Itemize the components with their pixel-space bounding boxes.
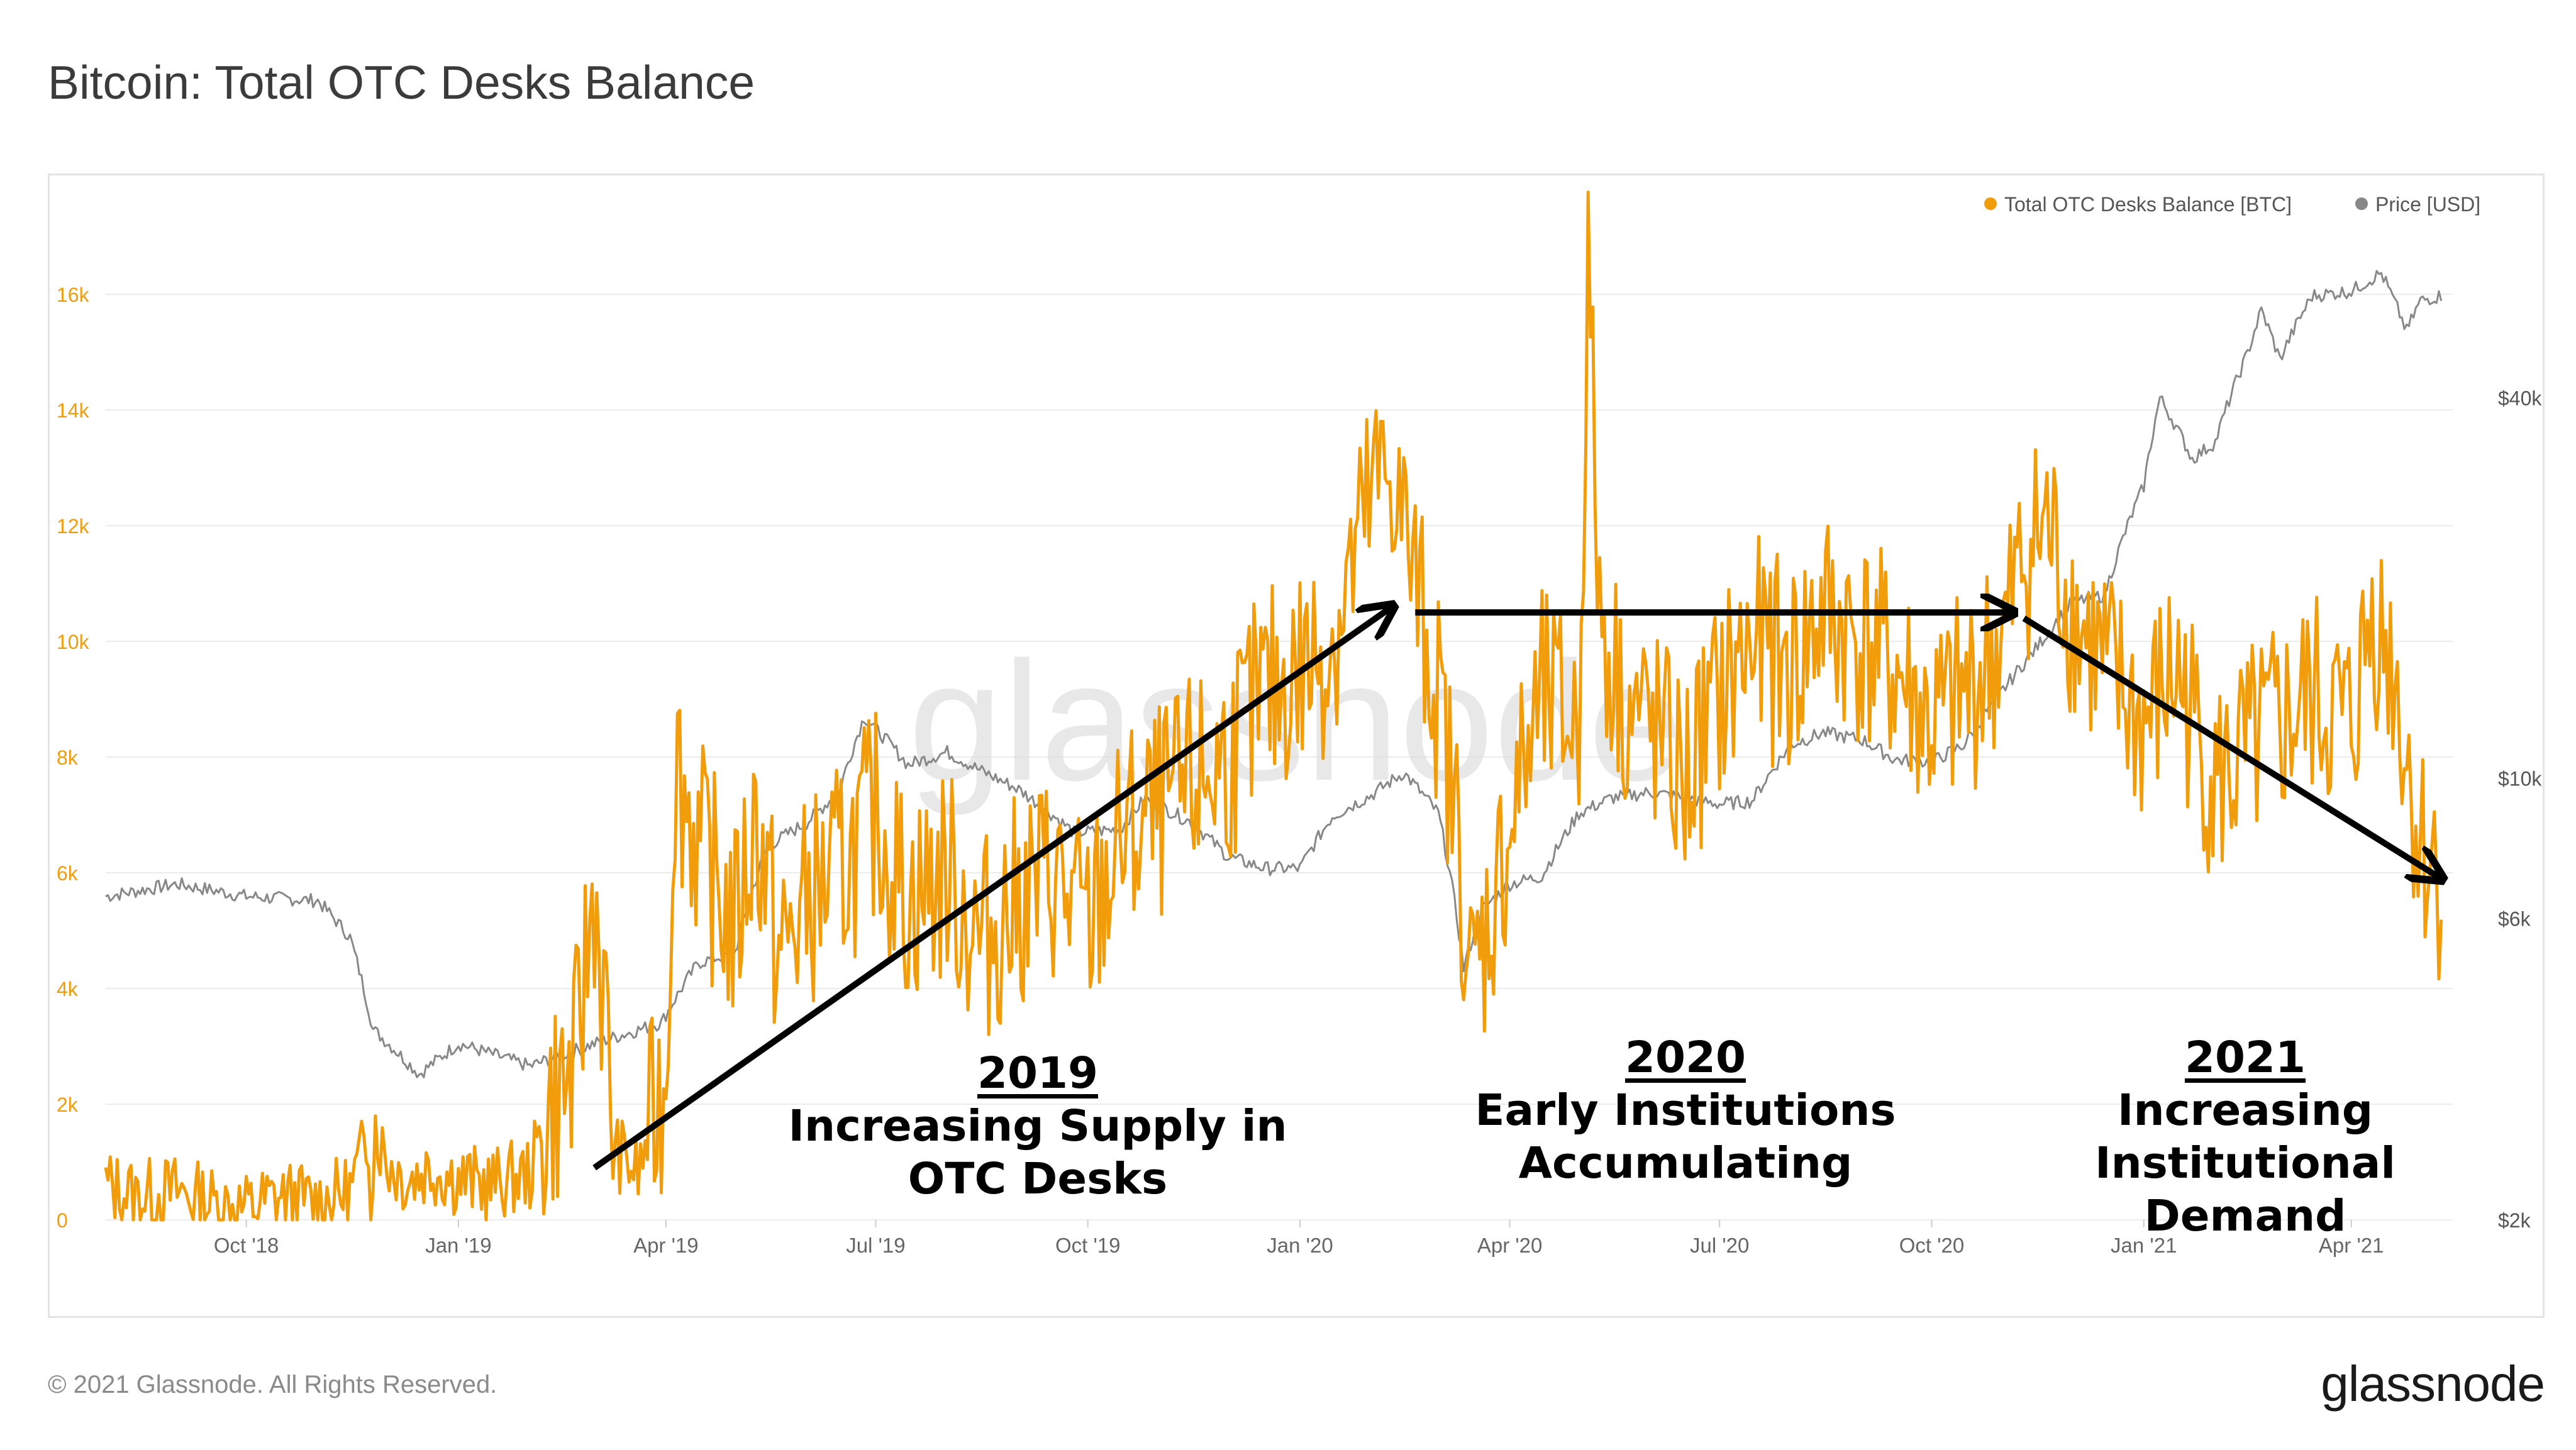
- axes: 0 2k 4k 6k 8k 10k 12k 14k 16k $2k $6k $10k $40k Oct '…: [57, 284, 2542, 1257]
- y-right-tick-label: $6k: [2498, 908, 2531, 931]
- y-left-tick-label: 8k: [57, 746, 79, 769]
- x-tick-label: Jan '21: [2111, 1234, 2177, 1257]
- annotation-2019-line-1: Increasing Supply in: [788, 1101, 1287, 1151]
- x-tick-label: Jul '19: [846, 1234, 905, 1257]
- y-left-tick-label: 2k: [57, 1093, 79, 1116]
- otc-series: [104, 191, 2443, 1222]
- annotation-2021-line-2: Demand: [2144, 1191, 2346, 1241]
- y-right-tick-label: $10k: [2498, 768, 2542, 790]
- legend-label: Total OTC Desks Balance [BTC]: [2004, 193, 2292, 216]
- annotation-2020-line-2: Accumulating: [1518, 1138, 1853, 1188]
- otc-balance-line: [104, 191, 2443, 1222]
- y-left-tick-label: 10k: [57, 631, 90, 653]
- x-tick-label: Apr '20: [1477, 1234, 1543, 1257]
- annotation-2020-year: 2020: [1624, 1032, 1746, 1083]
- glassnode-logo[interactable]: glassnode: [2321, 1356, 2545, 1412]
- trend-arrows: [592, 607, 2441, 1171]
- x-tick-label: Apr '21: [2319, 1234, 2384, 1257]
- annotation-2019-line-2: OTC Desks: [908, 1154, 1168, 1204]
- y-right-tick-label: $40k: [2498, 387, 2542, 410]
- x-tick-label: Jul '20: [1690, 1234, 1749, 1257]
- trend-arrow: [2022, 615, 2441, 878]
- y-left-tick-label: 4k: [57, 978, 79, 1000]
- legend-marker: [2355, 197, 2368, 210]
- annotation-2020-line-1: Early Institutions: [1475, 1085, 1896, 1136]
- annotation-2021-line-1: Increasing Institutional: [2095, 1085, 2396, 1188]
- annotation-2021-year: 2021: [2184, 1032, 2306, 1083]
- legend-label: Price [USD]: [2375, 193, 2480, 216]
- y-right-tick-label: $2k: [2498, 1209, 2531, 1232]
- annotation-2019-year: 2019: [977, 1048, 1099, 1099]
- x-tick-label: Jan '20: [1267, 1234, 1333, 1257]
- x-tick-label: Apr '19: [633, 1234, 699, 1257]
- chart-title: Bitcoin: Total OTC Desks Balance: [48, 56, 755, 109]
- x-tick-label: Oct '20: [1899, 1234, 1965, 1257]
- y-left-tick-label: 12k: [57, 515, 90, 538]
- y-left-tick-label: 14k: [57, 399, 90, 422]
- legend-marker: [1984, 197, 1997, 210]
- y-left-tick-label: 0: [57, 1209, 68, 1232]
- y-left-tick-label: 16k: [57, 284, 90, 306]
- x-tick-label: Oct '18: [214, 1234, 279, 1257]
- x-tick-label: Jan '19: [425, 1234, 491, 1257]
- x-tick-label: Oct '19: [1055, 1234, 1121, 1257]
- annotation-2021: 2021 Increasing Institutional Demand: [1962, 1031, 2528, 1242]
- annotation-2019: 2019 Increasing Supply in OTC Desks: [786, 1047, 1289, 1205]
- annotation-2020: 2020 Early Institutions Accumulating: [1434, 1031, 1937, 1190]
- copyright-text: © 2021 Glassnode. All Rights Reserved.: [48, 1371, 497, 1398]
- trend-arrow: [592, 607, 1392, 1171]
- chart-frame: [48, 174, 2545, 1318]
- y-left-tick-label: 6k: [57, 862, 79, 885]
- legend: Total OTC Desks Balance [BTC] Price [USD]: [1984, 193, 2480, 216]
